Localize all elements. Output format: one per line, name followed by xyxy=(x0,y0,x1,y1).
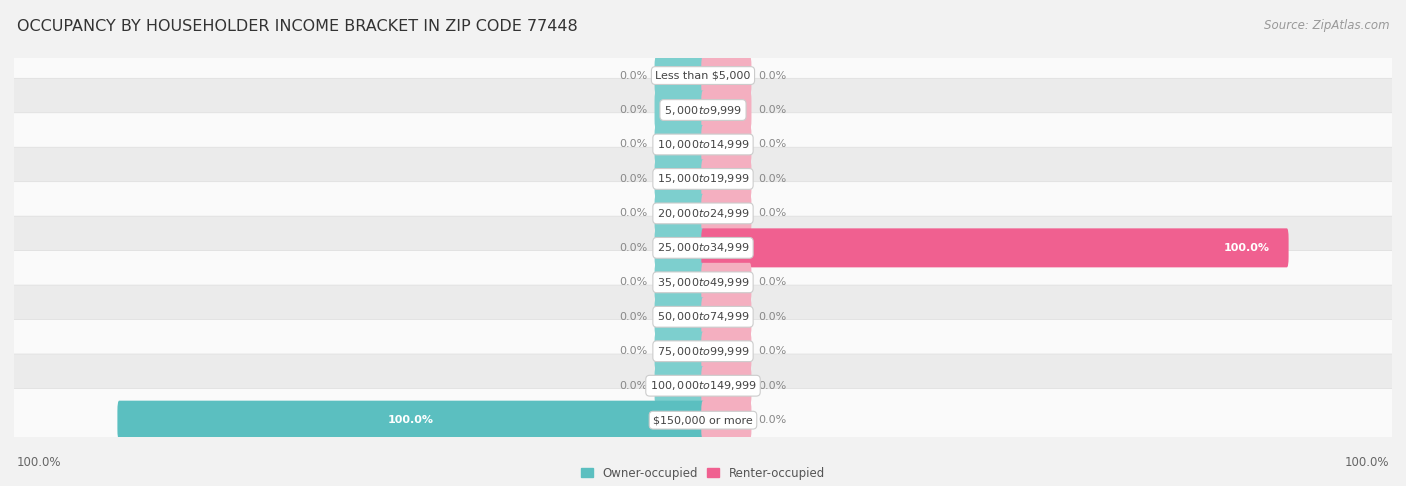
Text: 0.0%: 0.0% xyxy=(758,278,787,287)
Text: 0.0%: 0.0% xyxy=(619,346,648,356)
FancyBboxPatch shape xyxy=(655,159,704,198)
Text: 0.0%: 0.0% xyxy=(758,105,787,115)
FancyBboxPatch shape xyxy=(655,228,704,267)
FancyBboxPatch shape xyxy=(655,297,704,336)
Text: 0.0%: 0.0% xyxy=(619,312,648,322)
FancyBboxPatch shape xyxy=(655,332,704,371)
Text: $25,000 to $34,999: $25,000 to $34,999 xyxy=(657,242,749,254)
Text: 100.0%: 100.0% xyxy=(388,415,434,425)
Text: 0.0%: 0.0% xyxy=(619,278,648,287)
FancyBboxPatch shape xyxy=(702,366,751,405)
Legend: Owner-occupied, Renter-occupied: Owner-occupied, Renter-occupied xyxy=(576,462,830,485)
FancyBboxPatch shape xyxy=(11,113,1395,176)
FancyBboxPatch shape xyxy=(11,388,1395,452)
FancyBboxPatch shape xyxy=(655,194,704,233)
Text: $150,000 or more: $150,000 or more xyxy=(654,415,752,425)
Text: $20,000 to $24,999: $20,000 to $24,999 xyxy=(657,207,749,220)
FancyBboxPatch shape xyxy=(11,78,1395,142)
FancyBboxPatch shape xyxy=(11,147,1395,210)
Text: 0.0%: 0.0% xyxy=(758,415,787,425)
FancyBboxPatch shape xyxy=(655,366,704,405)
Text: 0.0%: 0.0% xyxy=(619,174,648,184)
Text: 0.0%: 0.0% xyxy=(758,139,787,150)
FancyBboxPatch shape xyxy=(11,319,1395,383)
Text: $50,000 to $74,999: $50,000 to $74,999 xyxy=(657,310,749,323)
FancyBboxPatch shape xyxy=(702,194,751,233)
FancyBboxPatch shape xyxy=(117,400,704,440)
Text: $75,000 to $99,999: $75,000 to $99,999 xyxy=(657,345,749,358)
Text: 0.0%: 0.0% xyxy=(758,346,787,356)
Text: 0.0%: 0.0% xyxy=(758,208,787,218)
Text: 0.0%: 0.0% xyxy=(619,381,648,391)
FancyBboxPatch shape xyxy=(655,125,704,164)
FancyBboxPatch shape xyxy=(702,332,751,371)
Text: $5,000 to $9,999: $5,000 to $9,999 xyxy=(664,104,742,117)
FancyBboxPatch shape xyxy=(702,263,751,302)
Text: $15,000 to $19,999: $15,000 to $19,999 xyxy=(657,173,749,186)
FancyBboxPatch shape xyxy=(11,182,1395,245)
FancyBboxPatch shape xyxy=(702,228,1289,267)
Text: 100.0%: 100.0% xyxy=(17,456,62,469)
Text: 0.0%: 0.0% xyxy=(758,312,787,322)
FancyBboxPatch shape xyxy=(655,263,704,302)
Text: 0.0%: 0.0% xyxy=(619,105,648,115)
Text: $100,000 to $149,999: $100,000 to $149,999 xyxy=(650,379,756,392)
FancyBboxPatch shape xyxy=(11,216,1395,279)
Text: 0.0%: 0.0% xyxy=(619,139,648,150)
FancyBboxPatch shape xyxy=(702,400,751,440)
FancyBboxPatch shape xyxy=(655,56,704,95)
FancyBboxPatch shape xyxy=(702,125,751,164)
FancyBboxPatch shape xyxy=(702,56,751,95)
Text: Less than $5,000: Less than $5,000 xyxy=(655,70,751,81)
FancyBboxPatch shape xyxy=(702,90,751,129)
Text: 0.0%: 0.0% xyxy=(758,381,787,391)
FancyBboxPatch shape xyxy=(702,297,751,336)
Text: 100.0%: 100.0% xyxy=(1344,456,1389,469)
Text: 0.0%: 0.0% xyxy=(619,208,648,218)
Text: OCCUPANCY BY HOUSEHOLDER INCOME BRACKET IN ZIP CODE 77448: OCCUPANCY BY HOUSEHOLDER INCOME BRACKET … xyxy=(17,19,578,35)
Text: 0.0%: 0.0% xyxy=(619,70,648,81)
FancyBboxPatch shape xyxy=(11,285,1395,348)
FancyBboxPatch shape xyxy=(11,354,1395,417)
Text: $35,000 to $49,999: $35,000 to $49,999 xyxy=(657,276,749,289)
Text: 0.0%: 0.0% xyxy=(758,70,787,81)
Text: $10,000 to $14,999: $10,000 to $14,999 xyxy=(657,138,749,151)
FancyBboxPatch shape xyxy=(11,251,1395,314)
FancyBboxPatch shape xyxy=(702,159,751,198)
FancyBboxPatch shape xyxy=(11,44,1395,107)
Text: 0.0%: 0.0% xyxy=(758,174,787,184)
FancyBboxPatch shape xyxy=(655,90,704,129)
Text: Source: ZipAtlas.com: Source: ZipAtlas.com xyxy=(1264,19,1389,33)
Text: 0.0%: 0.0% xyxy=(619,243,648,253)
Text: 100.0%: 100.0% xyxy=(1223,243,1270,253)
